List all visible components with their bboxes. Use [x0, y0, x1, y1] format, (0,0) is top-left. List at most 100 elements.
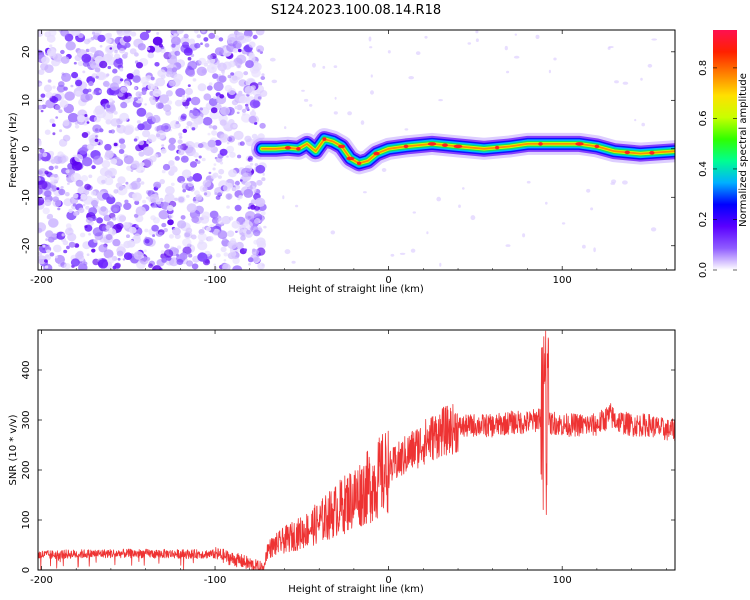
noise-speckle — [171, 67, 178, 73]
noise-speckle — [236, 54, 247, 64]
noise-speckle — [123, 80, 131, 87]
noise-speckle — [247, 30, 252, 36]
noise-speckle — [187, 69, 196, 77]
noise-speckle — [92, 91, 97, 95]
noise-speckle — [207, 235, 214, 242]
trace-peak — [495, 145, 500, 150]
trace-band — [261, 138, 675, 165]
noise-speckle — [92, 124, 102, 133]
noise-speckle — [77, 32, 84, 39]
noise-speckle — [245, 106, 250, 110]
noise-speckle — [235, 230, 238, 233]
noise-speckle — [246, 229, 252, 235]
noise-speckle — [104, 170, 113, 178]
noise-speckle — [44, 265, 49, 269]
spectrogram-noise-region — [38, 30, 658, 270]
noise-speckle — [147, 134, 157, 143]
noise-speckle — [245, 60, 254, 69]
noise-speckle — [151, 224, 159, 232]
trace-peak — [296, 147, 301, 151]
noise-speckle — [360, 120, 365, 125]
noise-speckle — [132, 193, 137, 199]
noise-speckle — [135, 206, 146, 216]
noise-speckle — [137, 43, 146, 51]
noise-speckle — [96, 217, 103, 224]
noise-speckle — [131, 160, 140, 169]
noise-speckle — [590, 207, 594, 211]
noise-speckle — [243, 71, 249, 76]
noise-speckle — [104, 177, 114, 186]
noise-speckle — [412, 211, 416, 214]
noise-speckle — [120, 101, 128, 109]
noise-speckle — [152, 217, 160, 224]
noise-speckle — [56, 187, 60, 191]
noise-speckle — [77, 60, 84, 67]
y-tick-label: 200 — [21, 460, 32, 479]
noise-speckle — [248, 41, 256, 48]
noise-speckle — [650, 227, 657, 232]
noise-speckle — [57, 151, 64, 157]
noise-speckle — [165, 71, 173, 78]
noise-speckle — [155, 183, 161, 189]
noise-speckle — [45, 91, 53, 99]
noise-speckle — [164, 195, 172, 203]
noise-speckle — [158, 210, 169, 220]
noise-speckle — [44, 259, 48, 263]
noise-speckle — [514, 33, 517, 36]
noise-speckle — [227, 89, 231, 93]
noise-speckle — [114, 53, 121, 60]
noise-speckle — [470, 215, 476, 221]
noise-speckle — [112, 265, 117, 270]
noise-speckle — [208, 98, 218, 106]
noise-speckle — [191, 263, 199, 270]
noise-speckle — [239, 179, 243, 182]
noise-speckle — [145, 112, 153, 120]
noise-speckle — [228, 39, 232, 44]
noise-speckle — [101, 179, 106, 184]
noise-speckle — [240, 235, 246, 241]
noise-speckle — [180, 215, 186, 220]
noise-speckle — [119, 67, 124, 72]
noise-speckle — [231, 220, 241, 229]
noise-speckle — [207, 54, 213, 60]
noise-speckle — [88, 81, 94, 87]
noise-speckle — [70, 258, 80, 267]
noise-speckle — [202, 179, 212, 188]
noise-speckle — [139, 162, 145, 167]
noise-speckle — [187, 181, 194, 188]
noise-speckle — [185, 87, 193, 96]
noise-speckle — [144, 103, 147, 106]
noise-speckle — [88, 48, 93, 52]
noise-speckle — [236, 111, 240, 115]
noise-speckle — [218, 168, 225, 175]
noise-speckle — [381, 168, 387, 172]
noise-speckle — [132, 75, 141, 83]
noise-speckle — [112, 68, 118, 74]
noise-speckle — [187, 56, 192, 61]
noise-speckle — [110, 82, 119, 91]
noise-speckle — [51, 123, 56, 127]
noise-speckle — [154, 62, 160, 67]
figure-title: S124.2023.100.08.14.R18 — [271, 3, 441, 18]
spectrogram-x-ticks: -200 -100 0 100 — [30, 30, 667, 286]
trace-peak — [594, 144, 600, 149]
noise-speckle — [252, 34, 258, 40]
noise-speckle — [199, 215, 210, 224]
noise-speckle — [505, 244, 511, 247]
noise-speckle — [122, 222, 131, 229]
noise-speckle — [226, 141, 230, 145]
noise-speckle — [211, 130, 218, 136]
noise-speckle — [102, 213, 106, 217]
noise-speckle — [109, 98, 114, 102]
noise-speckle — [113, 111, 118, 115]
noise-speckle — [145, 75, 152, 81]
noise-speckle — [179, 252, 188, 260]
noise-speckle — [54, 104, 61, 111]
noise-speckle — [215, 195, 221, 200]
noise-speckle — [236, 242, 244, 249]
noise-speckle — [634, 118, 637, 122]
noise-speckle — [561, 222, 566, 225]
noise-speckle — [218, 37, 224, 42]
noise-speckle — [256, 247, 266, 256]
noise-speckle — [237, 154, 242, 159]
